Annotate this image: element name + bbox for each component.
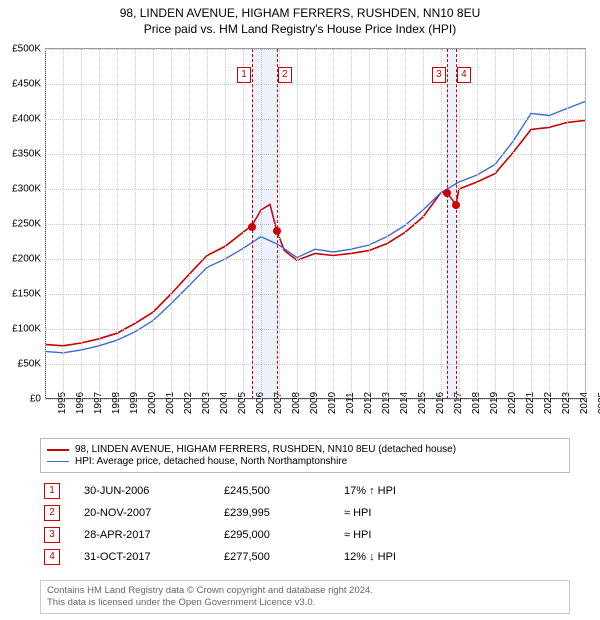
chart-container: 98, LINDEN AVENUE, HIGHAM FERRERS, RUSHD… — [0, 0, 600, 620]
footer-line2: This data is licensed under the Open Gov… — [47, 597, 563, 609]
sale-marker — [248, 223, 256, 231]
grid-v — [81, 49, 82, 399]
x-tick-label: 2025 — [585, 392, 600, 414]
grid-v — [549, 49, 550, 399]
legend: 98, LINDEN AVENUE, HIGHAM FERRERS, RUSHD… — [40, 438, 570, 473]
event-date: 20-NOV-2007 — [84, 507, 224, 519]
grid-v — [459, 49, 460, 399]
grid-v — [585, 49, 586, 399]
legend-row: HPI: Average price, detached house, Nort… — [47, 456, 563, 467]
y-tick-label: £100K — [12, 324, 41, 335]
sale-marker — [273, 227, 281, 235]
legend-label: 98, LINDEN AVENUE, HIGHAM FERRERS, RUSHD… — [75, 444, 456, 455]
event-table-badge: 1 — [44, 483, 60, 499]
grid-v — [189, 49, 190, 399]
event-table-row: 3 28-APR-2017£295,000≈ HPI — [40, 524, 570, 546]
grid-v — [405, 49, 406, 399]
grid-v — [369, 49, 370, 399]
grid-v — [297, 49, 298, 399]
event-table-row: 4 31-OCT-2017£277,50012% ↓ HPI — [40, 546, 570, 568]
y-tick-label: £400K — [12, 114, 41, 125]
sale-marker — [443, 189, 451, 197]
grid-v — [315, 49, 316, 399]
event-delta: 17% ↑ HPI — [344, 485, 464, 497]
title: 98, LINDEN AVENUE, HIGHAM FERRERS, RUSHD… — [0, 6, 600, 22]
chart-plot-area: £0£50K£100K£150K£200K£250K£300K£350K£400… — [45, 48, 586, 399]
shaded-band — [447, 49, 456, 399]
event-delta: 12% ↓ HPI — [344, 551, 464, 563]
legend-swatch — [47, 449, 69, 451]
sale-marker — [452, 201, 460, 209]
event-price: £245,500 — [224, 485, 344, 497]
y-tick-label: £50K — [18, 359, 41, 370]
grid-v — [279, 49, 280, 399]
grid-v — [171, 49, 172, 399]
grid-v — [423, 49, 424, 399]
event-delta: ≈ HPI — [344, 529, 464, 541]
shaded-band — [252, 49, 277, 399]
event-badge: 3 — [432, 67, 446, 83]
y-tick-label: £300K — [12, 184, 41, 195]
footer-line1: Contains HM Land Registry data © Crown c… — [47, 585, 563, 597]
event-badge: 2 — [278, 67, 292, 83]
y-tick-label: £200K — [12, 254, 41, 265]
event-price: £277,500 — [224, 551, 344, 563]
event-price: £239,995 — [224, 507, 344, 519]
subtitle: Price paid vs. HM Land Registry's House … — [0, 22, 600, 38]
legend-row: 98, LINDEN AVENUE, HIGHAM FERRERS, RUSHD… — [47, 444, 563, 455]
y-tick-label: £450K — [12, 79, 41, 90]
grid-v — [387, 49, 388, 399]
y-tick-label: £0 — [30, 394, 41, 405]
grid-v — [63, 49, 64, 399]
grid-v — [567, 49, 568, 399]
footer: Contains HM Land Registry data © Crown c… — [40, 580, 570, 614]
y-tick-label: £350K — [12, 149, 41, 160]
event-table-row: 2 20-NOV-2007£239,995≈ HPI — [40, 502, 570, 524]
legend-swatch — [47, 461, 69, 462]
event-badge: 4 — [457, 67, 471, 83]
grid-v — [207, 49, 208, 399]
grid-v — [351, 49, 352, 399]
grid-v — [333, 49, 334, 399]
events-table: 1 30-JUN-2006£245,50017% ↑ HPI 2 20-NOV-200… — [40, 480, 570, 568]
event-table-row: 1 30-JUN-2006£245,50017% ↑ HPI — [40, 480, 570, 502]
event-line — [456, 49, 457, 399]
grid-v — [45, 49, 46, 399]
event-delta: ≈ HPI — [344, 507, 464, 519]
event-date: 28-APR-2017 — [84, 529, 224, 541]
grid-v — [513, 49, 514, 399]
grid-v — [225, 49, 226, 399]
grid-v — [99, 49, 100, 399]
title-block: 98, LINDEN AVENUE, HIGHAM FERRERS, RUSHD… — [0, 0, 600, 37]
y-tick-label: £150K — [12, 289, 41, 300]
legend-label: HPI: Average price, detached house, Nort… — [75, 456, 347, 467]
grid-v — [441, 49, 442, 399]
event-line — [277, 49, 278, 399]
y-tick-label: £500K — [12, 44, 41, 55]
grid-v — [135, 49, 136, 399]
grid-v — [117, 49, 118, 399]
grid-v — [477, 49, 478, 399]
event-badge: 1 — [237, 67, 251, 83]
event-date: 31-OCT-2017 — [84, 551, 224, 563]
grid-v — [531, 49, 532, 399]
event-table-badge: 3 — [44, 527, 60, 543]
grid-v — [495, 49, 496, 399]
event-date: 30-JUN-2006 — [84, 485, 224, 497]
event-table-badge: 2 — [44, 505, 60, 521]
event-line — [447, 49, 448, 399]
grid-v — [153, 49, 154, 399]
grid-v — [243, 49, 244, 399]
event-table-badge: 4 — [44, 549, 60, 565]
event-price: £295,000 — [224, 529, 344, 541]
y-tick-label: £250K — [12, 219, 41, 230]
